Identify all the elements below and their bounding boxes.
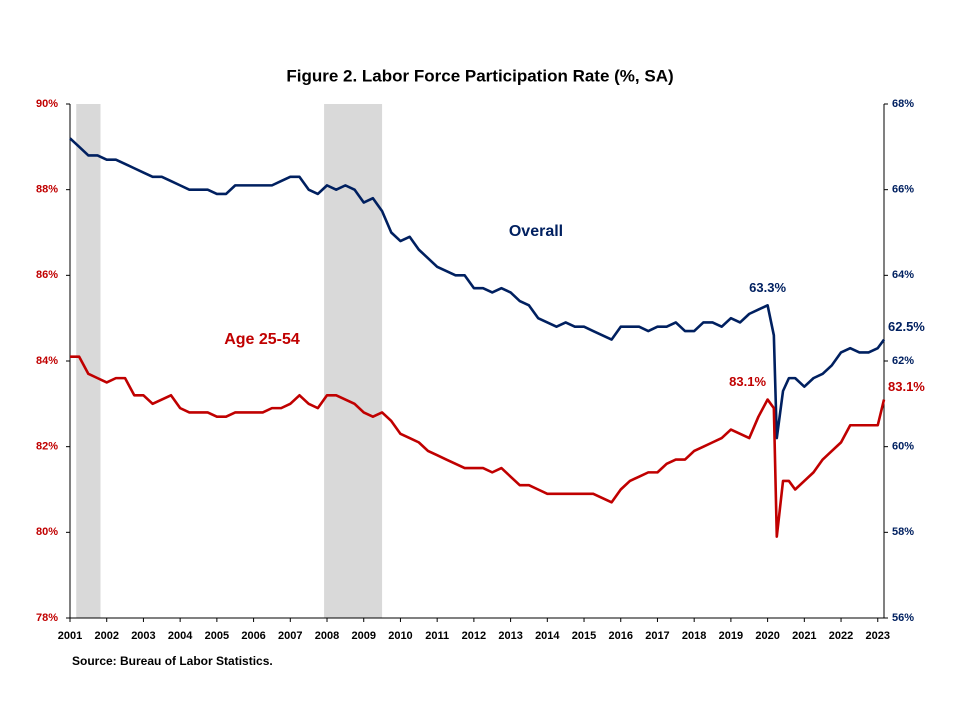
y-tick-label: 90% (36, 98, 58, 110)
recession-band (76, 104, 101, 618)
y-tick-label: 80% (36, 526, 58, 538)
value-label: 83.1% (888, 379, 925, 394)
recession-band (324, 104, 383, 618)
x-tick-label: 2012 (462, 630, 486, 642)
x-tick-label: 2022 (829, 630, 853, 642)
y-tick-label: 84% (36, 355, 58, 367)
y-tick-label: 78% (36, 612, 58, 624)
y2-tick-label: 60% (892, 441, 914, 453)
x-tick-label: 2005 (205, 630, 229, 642)
series-name: Age 25-54 (224, 331, 300, 348)
y2-tick-label: 68% (892, 98, 914, 110)
x-tick-label: 2008 (315, 630, 339, 642)
x-tick-label: 2014 (535, 630, 560, 642)
x-tick-label: 2018 (682, 630, 706, 642)
y2-tick-label: 56% (892, 612, 914, 624)
x-tick-label: 2023 (866, 630, 890, 642)
x-tick-label: 2007 (278, 630, 302, 642)
x-tick-label: 2011 (425, 630, 449, 642)
series-line (69, 137, 886, 440)
y-tick-label: 82% (36, 441, 58, 453)
y2-tick-label: 58% (892, 526, 914, 538)
y2-tick-label: 62% (892, 355, 914, 367)
series-name: Overall (509, 223, 563, 240)
y-tick-label: 88% (36, 184, 58, 196)
x-tick-label: 2010 (388, 630, 412, 642)
series-line (70, 355, 886, 538)
value-label: 83.1% (729, 374, 766, 389)
x-tick-label: 2001 (58, 630, 82, 642)
y2-tick-label: 66% (892, 184, 914, 196)
x-tick-label: 2020 (755, 630, 779, 642)
x-tick-label: 2003 (131, 630, 155, 642)
y2-tick-label: 64% (892, 269, 914, 281)
x-tick-label: 2009 (351, 630, 375, 642)
x-tick-label: 2002 (94, 630, 118, 642)
x-tick-label: 2004 (168, 630, 193, 642)
x-tick-label: 2019 (719, 630, 743, 642)
chart-title: Figure 2. Labor Force Participation Rate… (286, 66, 673, 85)
x-tick-label: 2017 (645, 630, 669, 642)
value-label: 63.3% (749, 280, 786, 295)
source-note: Source: Bureau of Labor Statistics. (72, 654, 273, 668)
y-tick-label: 86% (36, 269, 58, 281)
x-tick-label: 2016 (609, 630, 633, 642)
value-label: 62.5% (888, 319, 925, 334)
x-tick-label: 2015 (572, 630, 596, 642)
x-tick-label: 2021 (792, 630, 816, 642)
x-tick-label: 2006 (241, 630, 265, 642)
x-tick-label: 2013 (498, 630, 522, 642)
